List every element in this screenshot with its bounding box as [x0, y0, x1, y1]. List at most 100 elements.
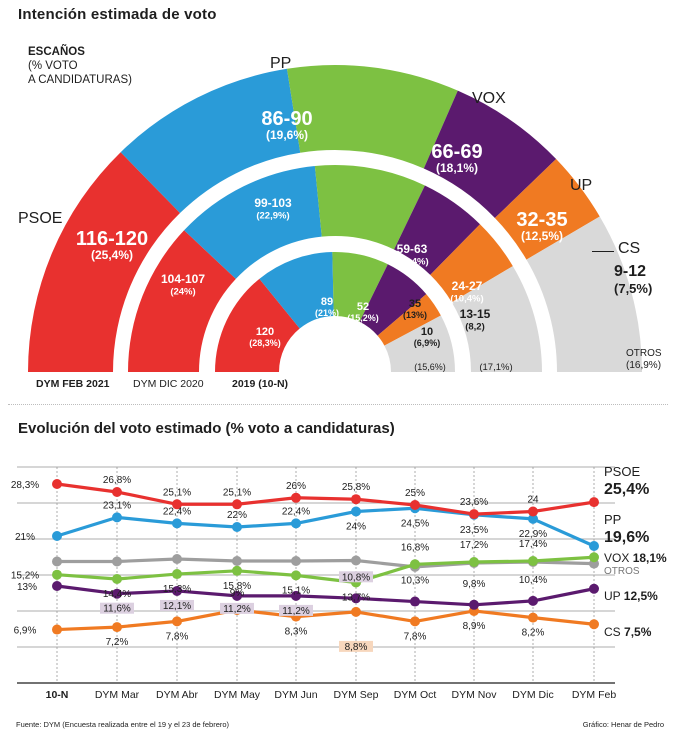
point-cs — [112, 622, 122, 633]
point-vox — [528, 556, 538, 566]
section-divider — [8, 404, 668, 405]
point-otros — [351, 555, 361, 566]
point-otros — [232, 556, 242, 566]
value-label-up: 10,4% — [519, 575, 547, 586]
point-up — [172, 585, 182, 596]
point-vox — [112, 574, 122, 584]
ring-2 — [215, 252, 455, 372]
legend-caption: ESCAÑOS (% VOTO A CANDIDATURAS) — [28, 45, 132, 87]
point-pp — [351, 506, 361, 517]
x-tick-label: 10-N — [46, 689, 69, 701]
x-tick-label: DYM Mar — [95, 689, 140, 701]
segment-up — [423, 90, 557, 219]
legend-caption-line2: (% VOTO — [28, 60, 78, 72]
point-vox — [52, 569, 62, 580]
value-label-psoe: 26% — [286, 481, 306, 492]
value-label-vox: 17,2% — [460, 540, 488, 551]
value-label-pp: 24,5% — [401, 518, 429, 529]
pct-label-up: (12,5%) — [521, 229, 563, 243]
value-label-cs: 8,9% — [463, 621, 486, 632]
series-psoe — [52, 479, 599, 520]
pct-label-vox: (17,4%) — [395, 257, 428, 268]
value-label-vox: 15,8% — [223, 581, 251, 592]
party-label-pp: PP — [270, 55, 292, 72]
label-highlight — [160, 599, 194, 611]
value-label-up: 11,2% — [223, 604, 251, 615]
point-pp — [172, 518, 182, 529]
segment-psoe — [215, 278, 300, 372]
x-tick-label: DYM Abr — [156, 689, 199, 701]
seats-label-pp: 89 — [321, 296, 333, 308]
value-label-pp: 22% — [227, 510, 247, 521]
pct-label-pp: (22,9%) — [256, 211, 289, 222]
value-label-psoe: 24 — [527, 495, 539, 506]
point-up — [291, 590, 301, 601]
value-label-pp: 22,9% — [519, 529, 547, 540]
x-tick-label: DYM Jun — [274, 689, 317, 701]
pct-label-up: (10,4%) — [450, 294, 483, 305]
point-vox — [410, 559, 420, 570]
point-otros — [172, 554, 182, 564]
point-vox — [589, 552, 599, 563]
point-psoe — [112, 487, 122, 497]
pct-label-cs: (6,9%) — [414, 338, 441, 348]
line-psoe — [56, 482, 595, 516]
seats-label-psoe: 104-107 — [161, 272, 205, 286]
seats-label-psoe: 120 — [256, 326, 274, 338]
segment-otros — [526, 216, 642, 372]
value-label-cs: 8,8% — [345, 642, 368, 653]
series-vox — [52, 552, 599, 588]
point-vox — [172, 569, 182, 580]
series-otros — [52, 554, 599, 572]
source-note: Fuente: DYM (Encuesta realizada entre el… — [16, 720, 230, 729]
value-label-psoe: 25,1% — [163, 487, 191, 498]
ring-caption-feb-2021: DYM FEB 2021 — [36, 378, 110, 390]
point-cs — [52, 624, 62, 635]
end-label-up: UP 12,5% — [604, 589, 658, 603]
point-vox — [291, 570, 301, 581]
pct-label-psoe: (28,3%) — [249, 338, 281, 348]
value-label-psoe: 28,3% — [11, 480, 39, 491]
outer-cs-pct-wrap: (7,5%) — [614, 281, 653, 296]
point-cs — [528, 612, 538, 623]
point-up — [112, 588, 122, 599]
point-up — [469, 599, 479, 610]
value-label-pp: 24% — [346, 522, 366, 533]
value-label-up: 12,1% — [163, 601, 191, 612]
point-psoe — [469, 509, 479, 520]
value-label-cs: 7,8% — [166, 631, 189, 642]
value-label-psoe: 25,8% — [342, 482, 370, 493]
graphic-credit: Gráfico: Henar de Pedro — [582, 720, 664, 729]
segment-cs — [430, 224, 513, 303]
point-up — [589, 583, 599, 594]
party-label-vox: VOX — [472, 90, 506, 107]
segment-vox — [286, 65, 458, 169]
pct-label-psoe: (24%) — [170, 287, 195, 298]
pct-label-otros: (17,1%) — [479, 362, 512, 373]
value-label-up: 11,6% — [103, 604, 131, 615]
seats-label-pp: 99-103 — [254, 196, 292, 210]
point-up — [351, 593, 361, 604]
point-psoe — [589, 497, 599, 508]
x-tick-label: DYM Feb — [572, 689, 617, 701]
point-psoe — [410, 500, 420, 510]
value-label-vox: 15,1% — [282, 585, 310, 596]
series-up — [52, 581, 599, 610]
segment-up — [359, 264, 427, 336]
pct-label-vox: (18,1%) — [436, 161, 478, 175]
point-psoe — [232, 499, 242, 510]
seats-label-cs: 13-15 — [460, 307, 491, 321]
party-label-cs: CS — [618, 240, 641, 257]
point-pp — [52, 531, 62, 541]
seats-label-pp: 86-90 — [261, 108, 312, 130]
main-title: Intención estimada de voto — [18, 6, 217, 23]
end-label-otros: OTROS — [604, 566, 640, 577]
point-up — [528, 595, 538, 606]
pct-label-otros: (15,6%) — [414, 362, 446, 372]
pct-label-up: (13%) — [403, 310, 427, 320]
value-label-vox: 17,4% — [519, 539, 547, 550]
point-cs — [351, 606, 361, 617]
value-label-pp: 22,4% — [282, 506, 310, 517]
outer-cs-seats: 9-12 — [614, 263, 647, 280]
value-label-cs: 9% — [230, 588, 245, 599]
